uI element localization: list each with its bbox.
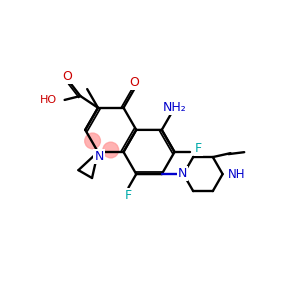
Text: O: O bbox=[129, 76, 139, 89]
Text: NH₂: NH₂ bbox=[163, 101, 186, 114]
Text: NH: NH bbox=[227, 168, 245, 181]
Circle shape bbox=[103, 142, 118, 158]
Text: N: N bbox=[94, 150, 104, 164]
Text: N: N bbox=[178, 167, 187, 180]
Text: F: F bbox=[194, 142, 202, 154]
Text: O: O bbox=[63, 70, 73, 83]
Text: F: F bbox=[125, 189, 132, 202]
Circle shape bbox=[85, 133, 101, 149]
Text: HO: HO bbox=[40, 95, 57, 105]
